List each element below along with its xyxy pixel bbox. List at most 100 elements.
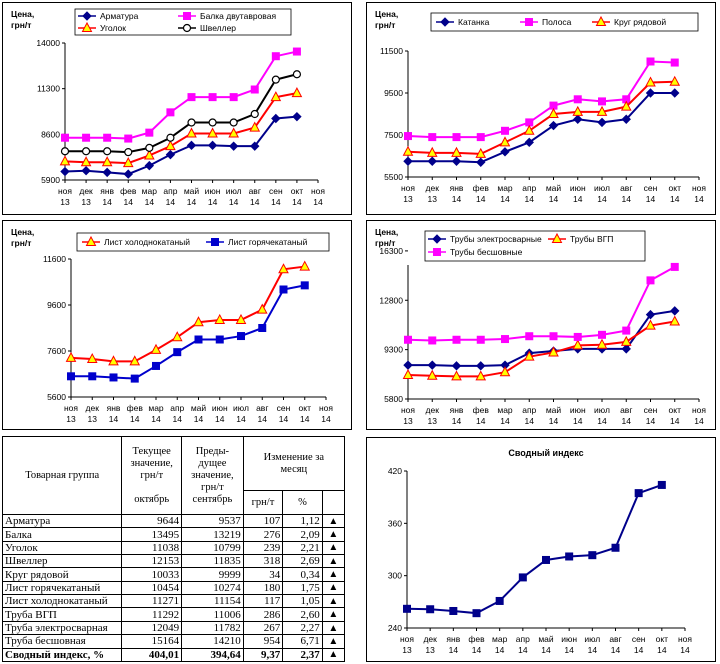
data-point-2 [548,107,559,118]
legend-label-1: Лист горячекатаный [228,237,308,247]
x-tick-label-month: июн [570,183,586,193]
x-tick-label-month: окт [669,183,682,193]
x-tick-label-month: ноя [401,405,415,415]
x-tick-label-month: авг [249,186,261,196]
x-tick-label-year: 14 [258,414,268,424]
legend-box [424,230,646,262]
data-point-0 [670,306,680,316]
data-point-0 [548,120,559,131]
x-tick-label-year: 14 [657,645,667,655]
data-point-2 [646,276,655,285]
data-point-1 [67,372,75,381]
cell-prev: 10274 [181,580,244,596]
x-tick-label-year: 14 [694,194,704,204]
cell-cur: 13495 [121,527,183,542]
data-point-0 [171,331,183,342]
legend-label-1: Балка двутавровая [200,11,276,21]
x-tick-label-month: янв [107,403,121,413]
data-point-0 [292,111,302,122]
data-point-0 [573,114,583,124]
cell-arrow: ▲ [321,540,346,556]
x-tick-label-month: ноя [311,186,325,196]
x-tick-label-year: 14 [271,197,281,207]
y-tick-label: 240 [388,623,402,633]
data-point-0 [123,169,133,179]
data-point-2 [670,262,679,271]
cell-abs: 107 [242,514,284,529]
table-row: Труба электросварная 12049 11782 267 2,27 ▲ [1,620,346,636]
cell-name: Круг рядовой [1,567,123,582]
legend-label-1: Трубы ВГП [570,234,613,244]
data-point-2 [291,87,303,98]
data-point-1 [523,350,535,361]
data-point-0 [597,117,607,128]
data-point-0 [500,147,510,157]
cell-pct: 2,69 [282,554,323,569]
data-point-0 [451,361,462,371]
data-point-0 [495,596,504,605]
data-point-0 [524,137,534,148]
x-tick-label-month: окт [291,186,304,196]
header-change-abs: грн/т [242,490,284,516]
x-tick-label-year: 14 [588,645,598,655]
cell-abs: 34 [242,567,284,582]
data-point-0 [60,166,70,177]
data-point-1 [173,348,182,357]
header-prev-line3: значение, [191,469,234,481]
cell-name: Труба бесшовная [1,634,123,649]
data-point-0 [228,141,239,151]
data-point-3 [166,133,175,142]
cell-prev: 10799 [181,540,244,556]
data-point-2 [598,330,606,339]
data-point-3 [208,118,217,127]
data-point-2 [451,146,462,157]
x-tick-label-year: 14 [187,197,197,207]
data-point-0 [403,360,413,370]
cell-cur: 12049 [121,620,183,636]
x-tick-label-month: апр [170,403,184,413]
data-point-0 [472,609,481,618]
data-point-2 [186,127,197,138]
legend-symbol-0-marker [85,235,97,246]
data-point-0 [403,604,411,613]
y-axis-title-line1: Цена, [11,227,34,237]
x-tick-label-year: 14 [166,197,176,207]
x-tick-label-month: май [538,634,554,644]
x-tick-label-year: 14 [109,414,119,424]
x-tick-label-month: июн [205,186,221,196]
data-point-2 [596,105,608,116]
x-tick-label-month: янв [450,183,464,193]
cell-pct: 6,71 [282,634,323,649]
header-prev-line4: грн/т [201,481,224,493]
data-point-1 [646,57,655,66]
data-point-0 [476,361,486,371]
cell-abs: 276 [242,527,284,542]
x-tick-label-month: сен [277,403,291,413]
x-tick-label-year: 13 [428,416,438,426]
data-point-1 [475,370,487,381]
data-point-2 [228,127,239,138]
cell-cur: 11038 [121,540,183,556]
cell-arrow: ▲ [321,594,346,609]
x-tick-label-month: фев [468,634,485,644]
table-row: Уголок 11038 10799 239 2,21 ▲ [1,540,346,556]
x-tick-label-year: 14 [292,197,302,207]
x-tick-label-year: 14 [670,416,680,426]
data-point-2 [101,156,113,167]
header-prev-line2: дущее [198,457,227,469]
header-change: Изменение за месяц [242,435,346,492]
x-tick-label-month: янв [450,405,464,415]
x-tick-label-year: 13 [428,194,438,204]
table-header-row: Товарная группа Текущее значение, грн/т … [1,435,346,516]
y-tick-label: 7500 [384,130,403,140]
x-tick-label-year: 14 [646,416,656,426]
x-tick-label-year: 14 [694,416,704,426]
data-point-2 [207,127,218,138]
data-point-0 [518,573,527,582]
table-row: Труба ВГП 11292 11006 286 2,60 ▲ [1,607,346,622]
y-tick-label: 5800 [384,394,403,404]
series-line-2 [64,92,298,165]
data-point-2 [402,145,414,156]
data-point-0 [86,352,98,364]
x-tick-label-month: июн [212,403,228,413]
